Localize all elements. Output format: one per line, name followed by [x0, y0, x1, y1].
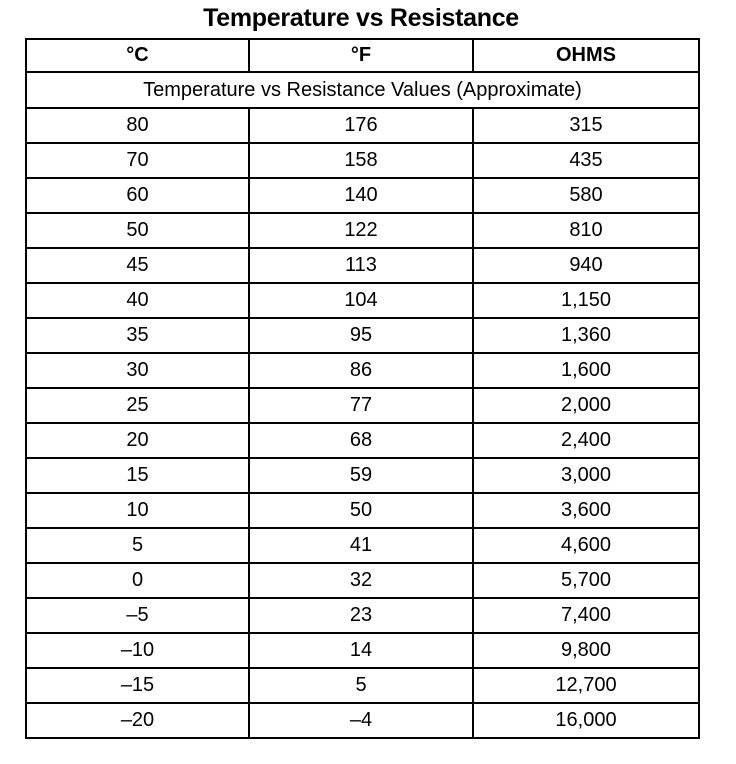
fahrenheit-cell: 176 [248, 107, 474, 144]
celsius-cell: 25 [25, 387, 250, 424]
temperature-resistance-table: °C °F OHMS Temperature vs Resistance Val… [25, 38, 700, 739]
table-row: 80 176 315 [25, 107, 700, 144]
table-subtitle: Temperature vs Resistance Values (Approx… [25, 71, 700, 109]
celsius-cell: 80 [25, 107, 250, 144]
celsius-cell: 35 [25, 317, 250, 354]
table-row: 70 158 435 [25, 142, 700, 179]
ohms-cell: 9,800 [472, 632, 700, 669]
table-row: –5 23 7,400 [25, 597, 700, 634]
table-row: 20 68 2,400 [25, 422, 700, 459]
fahrenheit-cell: 41 [248, 527, 474, 564]
celsius-cell: 40 [25, 282, 250, 319]
ohms-cell: 4,600 [472, 527, 700, 564]
fahrenheit-cell: 122 [248, 212, 474, 249]
table-row: –20 –4 16,000 [25, 702, 700, 739]
fahrenheit-cell: 59 [248, 457, 474, 494]
header-ohms: OHMS [472, 38, 700, 73]
table-row: 5 41 4,600 [25, 527, 700, 564]
celsius-cell: –20 [25, 702, 250, 739]
header-fahrenheit: °F [248, 38, 474, 73]
header-row: °C °F OHMS [25, 38, 700, 73]
celsius-cell: 15 [25, 457, 250, 494]
fahrenheit-cell: 86 [248, 352, 474, 389]
celsius-cell: 50 [25, 212, 250, 249]
celsius-cell: –15 [25, 667, 250, 704]
celsius-cell: –5 [25, 597, 250, 634]
table-row: 0 32 5,700 [25, 562, 700, 599]
ohms-cell: 12,700 [472, 667, 700, 704]
fahrenheit-cell: 68 [248, 422, 474, 459]
table-row: 25 77 2,000 [25, 387, 700, 424]
ohms-cell: 435 [472, 142, 700, 179]
ohms-cell: 315 [472, 107, 700, 144]
ohms-cell: 1,150 [472, 282, 700, 319]
celsius-cell: –10 [25, 632, 250, 669]
ohms-cell: 2,400 [472, 422, 700, 459]
table-row: 10 50 3,600 [25, 492, 700, 529]
fahrenheit-cell: 14 [248, 632, 474, 669]
table-row: 60 140 580 [25, 177, 700, 214]
fahrenheit-cell: 95 [248, 317, 474, 354]
ohms-cell: 580 [472, 177, 700, 214]
ohms-cell: 940 [472, 247, 700, 284]
table-row: 15 59 3,000 [25, 457, 700, 494]
fahrenheit-cell: 32 [248, 562, 474, 599]
table-row: 45 113 940 [25, 247, 700, 284]
celsius-cell: 60 [25, 177, 250, 214]
table-row: –15 5 12,700 [25, 667, 700, 704]
table-row: 30 86 1,600 [25, 352, 700, 389]
ohms-cell: 1,360 [472, 317, 700, 354]
ohms-cell: 7,400 [472, 597, 700, 634]
fahrenheit-cell: 140 [248, 177, 474, 214]
ohms-cell: 2,000 [472, 387, 700, 424]
fahrenheit-cell: 77 [248, 387, 474, 424]
subtitle-row: Temperature vs Resistance Values (Approx… [25, 71, 700, 109]
table-row: –10 14 9,800 [25, 632, 700, 669]
celsius-cell: 0 [25, 562, 250, 599]
ohms-cell: 5,700 [472, 562, 700, 599]
ohms-cell: 810 [472, 212, 700, 249]
table-row: 50 122 810 [25, 212, 700, 249]
fahrenheit-cell: 113 [248, 247, 474, 284]
table-row: 40 104 1,150 [25, 282, 700, 319]
fahrenheit-cell: 5 [248, 667, 474, 704]
ohms-cell: 16,000 [472, 702, 700, 739]
ohms-cell: 3,000 [472, 457, 700, 494]
celsius-cell: 10 [25, 492, 250, 529]
fahrenheit-cell: 50 [248, 492, 474, 529]
table-row: 35 95 1,360 [25, 317, 700, 354]
fahrenheit-cell: 158 [248, 142, 474, 179]
celsius-cell: 30 [25, 352, 250, 389]
celsius-cell: 20 [25, 422, 250, 459]
fahrenheit-cell: –4 [248, 702, 474, 739]
fahrenheit-cell: 104 [248, 282, 474, 319]
ohms-cell: 3,600 [472, 492, 700, 529]
header-celsius: °C [25, 38, 250, 73]
page-title: Temperature vs Resistance [203, 4, 519, 32]
ohms-cell: 1,600 [472, 352, 700, 389]
celsius-cell: 5 [25, 527, 250, 564]
celsius-cell: 45 [25, 247, 250, 284]
celsius-cell: 70 [25, 142, 250, 179]
fahrenheit-cell: 23 [248, 597, 474, 634]
